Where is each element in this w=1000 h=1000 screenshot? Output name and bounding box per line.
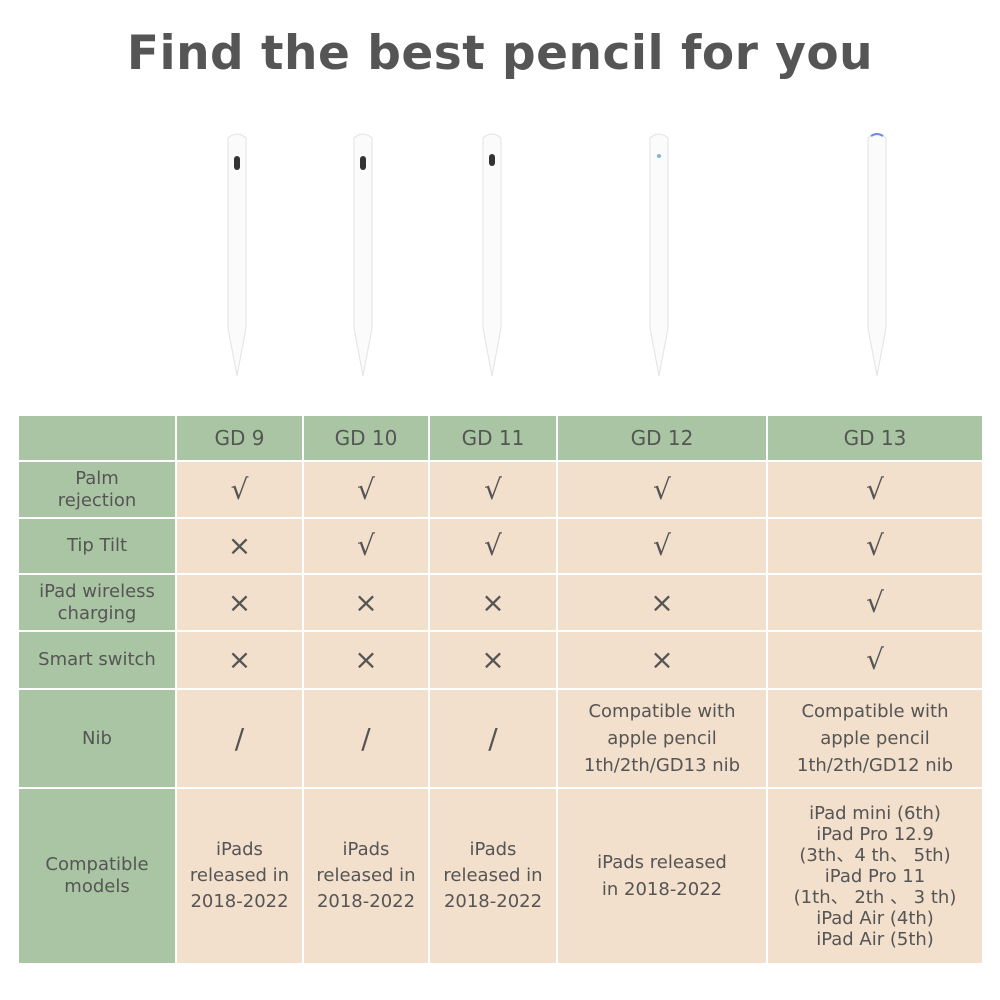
cross-icon: × <box>175 517 304 575</box>
check-icon: √ <box>175 460 304 519</box>
pencil-gd9-image <box>227 133 247 377</box>
compatibility-info: iPads released in 2018-2022 <box>428 787 558 965</box>
comparison-table: GD 9 GD 10 GD 11 GD 12 GD 13 Palm reject… <box>17 414 984 965</box>
cross-icon: × <box>175 630 304 690</box>
compatibility-info: iPad mini (6th) iPad Pro 12.9 (3th、4 th、… <box>766 787 984 965</box>
check-icon: √ <box>556 460 768 519</box>
pencil-gd13-image <box>867 133 887 377</box>
table-row: Smart switch × × × × √ <box>17 630 984 690</box>
check-icon: √ <box>302 460 430 519</box>
pencil-images <box>0 128 1000 388</box>
check-icon: √ <box>766 517 984 575</box>
product-header: GD 13 <box>766 414 984 462</box>
row-label: Smart switch <box>17 630 177 690</box>
page-title: Find the best pencil for you <box>126 26 874 81</box>
product-header: GD 9 <box>175 414 304 462</box>
check-icon: √ <box>766 460 984 519</box>
compatibility-info: iPads released in 2018-2022 <box>175 787 304 965</box>
table-row: Compatible models iPads released in 2018… <box>17 787 984 965</box>
cross-icon: × <box>428 630 558 690</box>
table-row: iPad wireless charging × × × × √ <box>17 573 984 632</box>
cross-icon: × <box>302 630 430 690</box>
pencil-gd11-image <box>482 133 502 377</box>
not-applicable: / <box>428 688 558 789</box>
row-label: Tip Tilt <box>17 517 177 575</box>
row-label: Compatible models <box>17 787 177 965</box>
compatibility-info: iPads released in 2018-2022 <box>302 787 430 965</box>
product-header: GD 10 <box>302 414 430 462</box>
cross-icon: × <box>302 573 430 632</box>
nib-info: Compatible with apple pencil 1th/2th/GD1… <box>766 688 984 789</box>
not-applicable: / <box>175 688 304 789</box>
not-applicable: / <box>302 688 430 789</box>
product-header: GD 12 <box>556 414 768 462</box>
check-icon: √ <box>766 630 984 690</box>
row-label: iPad wireless charging <box>17 573 177 632</box>
cross-icon: × <box>175 573 304 632</box>
check-icon: √ <box>766 573 984 632</box>
check-icon: √ <box>556 517 768 575</box>
cross-icon: × <box>556 630 768 690</box>
check-icon: √ <box>428 460 558 519</box>
compatibility-info: iPads released in 2018-2022 <box>556 787 768 965</box>
nib-info: Compatible with apple pencil 1th/2th/GD1… <box>556 688 768 789</box>
cross-icon: × <box>428 573 558 632</box>
check-icon: √ <box>428 517 558 575</box>
product-header: GD 11 <box>428 414 558 462</box>
cross-icon: × <box>556 573 768 632</box>
table-row: Palm rejection √ √ √ √ √ <box>17 460 984 519</box>
pencil-gd10-image <box>353 133 373 377</box>
corner-cell <box>17 414 177 462</box>
pencil-gd12-image <box>649 133 669 377</box>
table-row: Tip Tilt × √ √ √ √ <box>17 517 984 575</box>
table-row: Nib / / / Compatible with apple pencil 1… <box>17 688 984 789</box>
row-label: Palm rejection <box>17 460 177 519</box>
check-icon: √ <box>302 517 430 575</box>
header-row: GD 9 GD 10 GD 11 GD 12 GD 13 <box>17 414 984 462</box>
row-label: Nib <box>17 688 177 789</box>
